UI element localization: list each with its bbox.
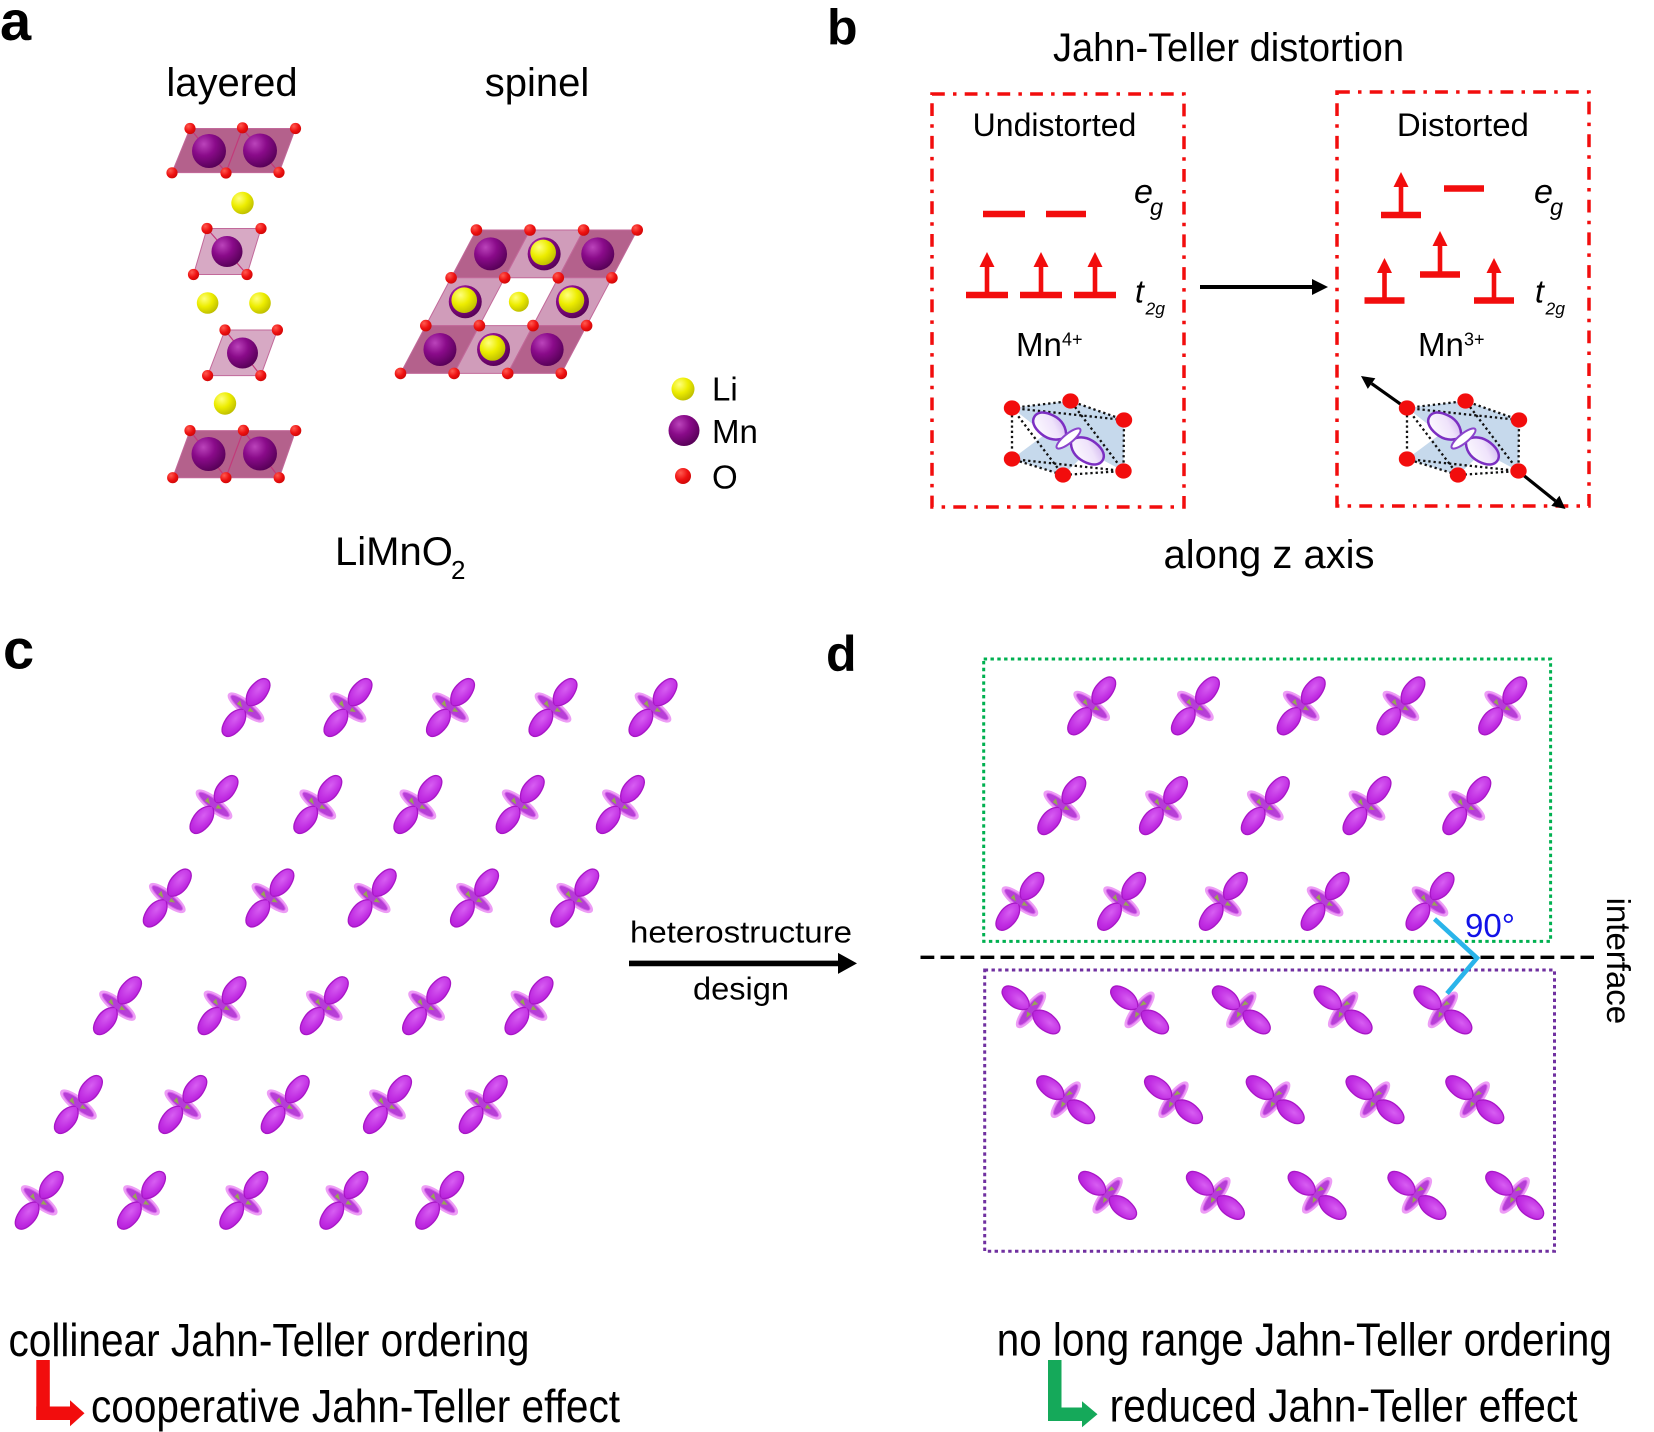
svg-text:LiMnO: LiMnO [335, 530, 453, 574]
svg-text:a: a [0, 0, 32, 52]
svg-text:reduced Jahn-Teller effect: reduced Jahn-Teller effect [1110, 1379, 1578, 1431]
svg-text:heterostructure: heterostructure [630, 915, 852, 950]
svg-text:spinel: spinel [485, 61, 590, 105]
svg-text:2: 2 [451, 555, 465, 585]
svg-text:no long range Jahn-Teller orde: no long range Jahn-Teller ordering [997, 1313, 1612, 1365]
svg-text:e: e [1534, 173, 1553, 211]
svg-text:Mn: Mn [712, 413, 758, 450]
svg-text:Mn: Mn [1418, 326, 1464, 363]
svg-text:collinear Jahn-Teller ordering: collinear Jahn-Teller ordering [9, 1314, 530, 1366]
svg-text:t: t [1135, 274, 1145, 310]
svg-text:2g: 2g [1545, 299, 1566, 319]
svg-text:d: d [826, 626, 857, 682]
svg-text:along z axis: along z axis [1164, 533, 1375, 577]
svg-text:Distorted: Distorted [1397, 107, 1529, 143]
svg-text:interface: interface [1600, 898, 1637, 1025]
svg-text:g: g [1550, 194, 1563, 220]
svg-text:Jahn-Teller distortion: Jahn-Teller distortion [1053, 26, 1404, 70]
svg-text:t: t [1535, 274, 1545, 310]
svg-text:g: g [1150, 194, 1163, 220]
svg-text:Undistorted: Undistorted [973, 107, 1137, 143]
svg-text:cooperative Jahn-Teller effect: cooperative Jahn-Teller effect [91, 1380, 620, 1432]
svg-text:2g: 2g [1145, 299, 1166, 319]
svg-text:b: b [827, 0, 858, 56]
svg-text:3+: 3+ [1464, 330, 1485, 350]
svg-text:90°: 90° [1465, 907, 1515, 944]
svg-text:Mn: Mn [1016, 326, 1062, 363]
svg-text:layered: layered [166, 61, 297, 105]
svg-text:design: design [693, 971, 789, 1007]
svg-text:c: c [3, 618, 34, 681]
svg-text:Li: Li [712, 371, 738, 408]
svg-text:O: O [712, 459, 738, 496]
svg-text:4+: 4+ [1062, 330, 1083, 350]
svg-text:e: e [1134, 173, 1153, 211]
